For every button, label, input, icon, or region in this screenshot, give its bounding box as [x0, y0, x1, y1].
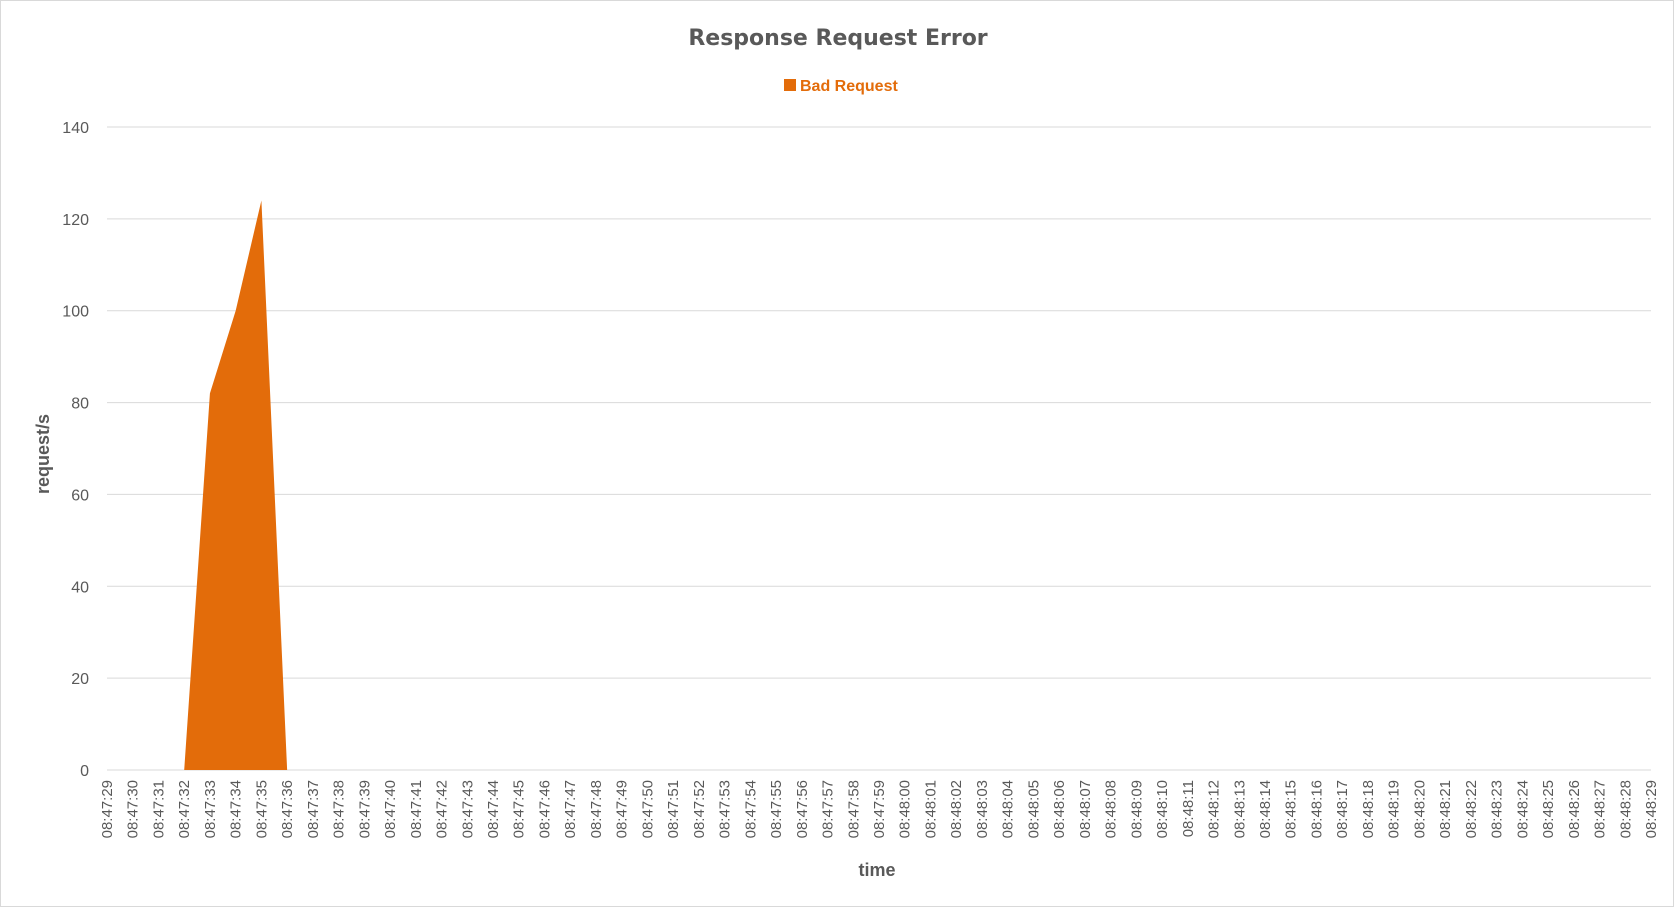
x-tick-label-08:47:42: 08:47:42	[434, 780, 451, 838]
y-tick-label-20: 20	[71, 671, 89, 688]
x-tick-label-08:47:38: 08:47:38	[331, 780, 348, 838]
x-tick-label-08:47:55: 08:47:55	[768, 780, 785, 838]
x-tick-label-08:48:12: 08:48:12	[1206, 780, 1223, 838]
x-tick-label-08:48:11: 08:48:11	[1180, 780, 1197, 837]
x-tick-label-08:48:05: 08:48:05	[1025, 780, 1042, 838]
x-axis-ticks: 08:47:29 08:47:30 08:47:31 08:47:32 08:47:33…	[99, 780, 1660, 838]
x-tick-label-08:47:41: 08:47:41	[408, 780, 425, 838]
x-tick-label-08:47:53: 08:47:53	[717, 780, 734, 838]
x-tick-label-08:47:33: 08:47:33	[202, 780, 219, 838]
x-tick-label-08:48:07: 08:48:07	[1077, 780, 1094, 838]
x-tick-label-08:48:18: 08:48:18	[1360, 780, 1377, 838]
x-tick-label-08:48:25: 08:48:25	[1540, 780, 1557, 838]
x-tick-label-08:48:04: 08:48:04	[1000, 780, 1017, 838]
x-tick-label-08:47:47: 08:47:47	[562, 780, 579, 838]
x-tick-label-08:47:43: 08:47:43	[459, 780, 476, 838]
x-axis-label: time	[858, 860, 895, 880]
y-tick-label-120: 120	[62, 212, 89, 229]
x-tick-label-08:48:23: 08:48:23	[1489, 780, 1506, 838]
y-tick-label-140: 140	[62, 120, 89, 137]
x-tick-label-08:47:44: 08:47:44	[485, 780, 502, 838]
x-tick-label-08:48:15: 08:48:15	[1283, 780, 1300, 838]
x-tick-label-08:47:45: 08:47:45	[511, 780, 528, 838]
x-tick-label-08:47:35: 08:47:35	[253, 780, 270, 838]
gridlines	[107, 127, 1651, 770]
x-tick-label-08:47:51: 08:47:51	[665, 780, 682, 838]
y-axis-ticks: 0 20 40 60 80 100 120 140	[62, 120, 89, 780]
x-tick-label-08:47:52: 08:47:52	[691, 780, 708, 838]
x-tick-label-08:48:24: 08:48:24	[1514, 780, 1531, 838]
x-tick-label-08:48:19: 08:48:19	[1386, 780, 1403, 838]
x-tick-label-08:47:39: 08:47:39	[356, 780, 373, 838]
x-tick-label-08:48:13: 08:48:13	[1231, 780, 1248, 838]
x-tick-label-08:48:09: 08:48:09	[1128, 780, 1145, 838]
x-tick-label-08:48:22: 08:48:22	[1463, 780, 1480, 838]
y-tick-label-40: 40	[71, 579, 89, 596]
y-tick-label-0: 0	[80, 763, 89, 780]
x-tick-label-08:47:59: 08:47:59	[871, 780, 888, 838]
y-tick-label-60: 60	[71, 487, 89, 504]
x-tick-label-08:47:50: 08:47:50	[639, 780, 656, 838]
x-tick-label-08:47:40: 08:47:40	[382, 780, 399, 838]
x-tick-label-08:47:58: 08:47:58	[845, 780, 862, 838]
x-tick-label-08:48:21: 08:48:21	[1437, 780, 1454, 838]
x-tick-label-08:48:06: 08:48:06	[1051, 780, 1068, 838]
x-tick-label-08:47:31: 08:47:31	[150, 780, 167, 838]
x-tick-label-08:47:49: 08:47:49	[614, 780, 631, 838]
x-tick-label-08:47:54: 08:47:54	[742, 780, 759, 838]
x-tick-label-08:47:34: 08:47:34	[228, 780, 245, 838]
y-tick-label-80: 80	[71, 396, 89, 413]
x-tick-label-08:47:48: 08:47:48	[588, 780, 605, 838]
x-tick-label-08:48:26: 08:48:26	[1566, 780, 1583, 838]
x-tick-label-08:48:20: 08:48:20	[1411, 780, 1428, 838]
x-tick-label-08:48:16: 08:48:16	[1308, 780, 1325, 838]
x-tick-label-08:48:08: 08:48:08	[1103, 780, 1120, 838]
x-tick-label-08:48:02: 08:48:02	[948, 780, 965, 838]
x-tick-label-08:48:14: 08:48:14	[1257, 780, 1274, 838]
legend-swatch-bad-request	[784, 79, 796, 91]
y-tick-label-100: 100	[62, 304, 89, 321]
x-tick-label-08:48:00: 08:48:00	[897, 780, 914, 838]
legend: Bad Request	[784, 78, 898, 95]
chart-title: Response Request Error	[688, 26, 987, 51]
x-tick-label-08:48:27: 08:48:27	[1592, 780, 1609, 838]
x-tick-label-08:48:17: 08:48:17	[1334, 780, 1351, 838]
x-tick-label-08:47:30: 08:47:30	[125, 780, 142, 838]
x-tick-label-08:48:03: 08:48:03	[974, 780, 991, 838]
x-tick-label-08:47:57: 08:47:57	[820, 780, 837, 838]
x-tick-label-08:47:37: 08:47:37	[305, 780, 322, 838]
x-tick-label-08:47:36: 08:47:36	[279, 780, 296, 838]
x-tick-label-08:47:56: 08:47:56	[794, 780, 811, 838]
y-axis-label: request/s	[33, 414, 53, 494]
x-tick-label-08:47:29: 08:47:29	[99, 780, 116, 838]
x-tick-label-08:48:01: 08:48:01	[922, 780, 939, 838]
plot-area	[107, 200, 1651, 770]
x-tick-label-08:48:28: 08:48:28	[1617, 780, 1634, 838]
series-area-bad-request	[107, 200, 1651, 770]
x-tick-label-08:47:46: 08:47:46	[536, 780, 553, 838]
x-tick-label-08:48:10: 08:48:10	[1154, 780, 1171, 838]
legend-label-bad-request: Bad Request	[800, 78, 898, 95]
x-tick-label-08:48:29: 08:48:29	[1643, 780, 1660, 838]
x-tick-label-08:47:32: 08:47:32	[176, 780, 193, 838]
